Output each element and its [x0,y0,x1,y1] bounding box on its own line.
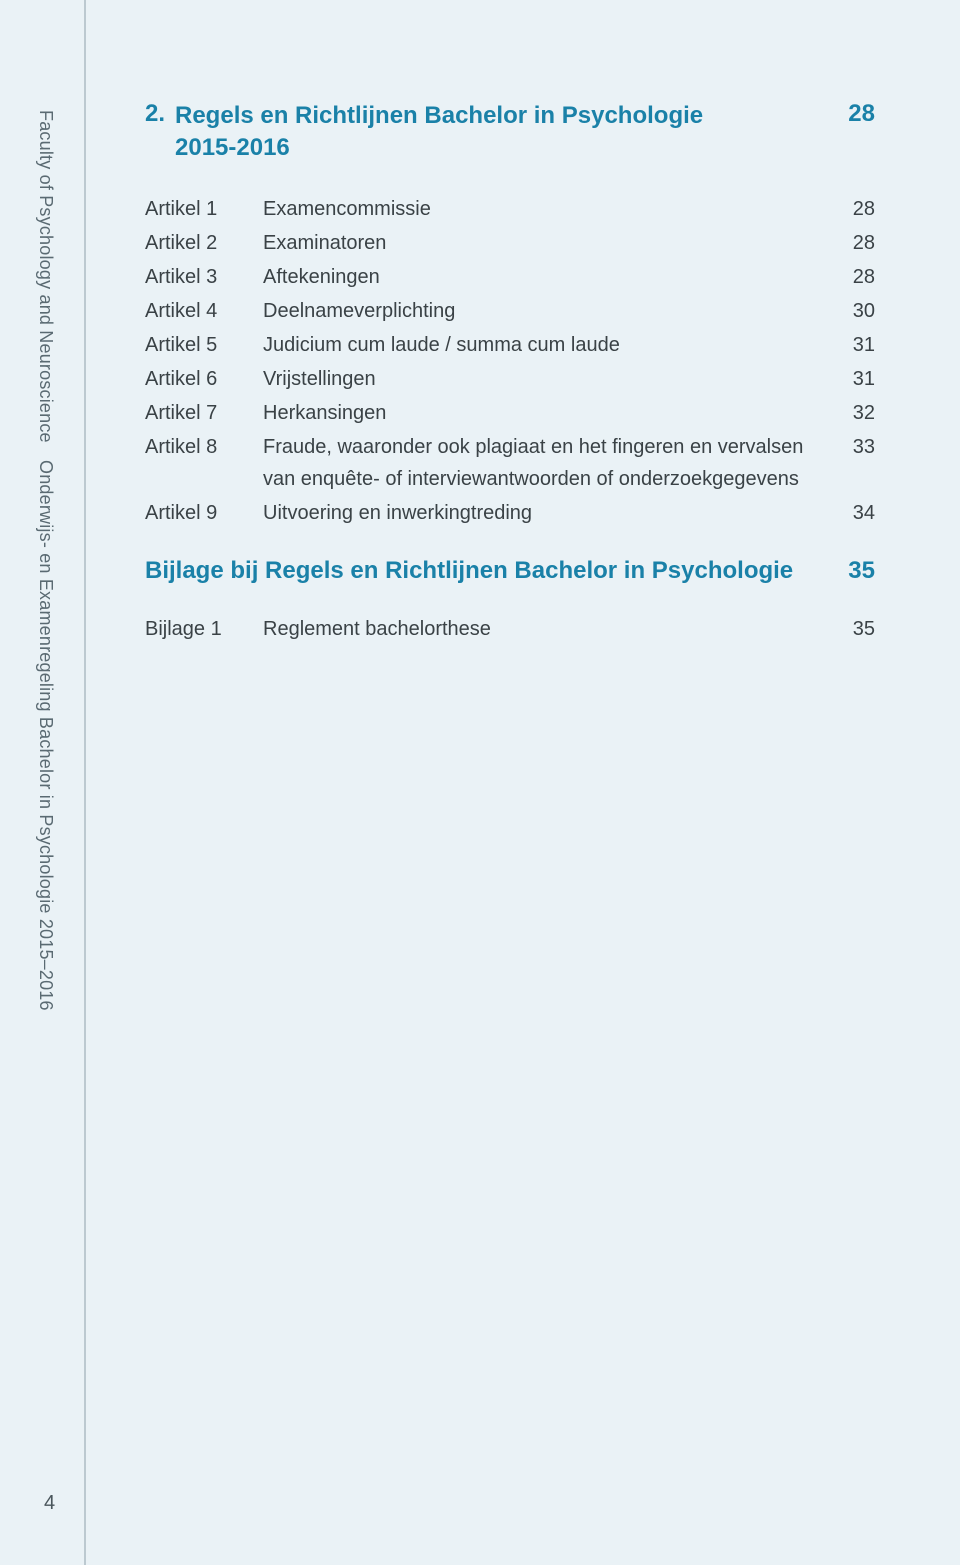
toc-label: Artikel 1 [145,193,263,225]
toc-label: Artikel 7 [145,397,263,429]
vertical-divider [84,0,86,1565]
toc-row: Artikel 9 Uitvoering en inwerkingtreding… [145,497,875,529]
toc-desc: Herkansingen [263,397,853,429]
toc-row: Artikel 7 Herkansingen 32 [145,397,875,429]
toc-row: Artikel 3 Aftekeningen 28 [145,261,875,293]
sidebar-text-part2: Onderwijs- en Examenregeling Bachelor in… [35,460,56,1011]
toc-content: 2. Regels en Richtlijnen Bachelor in Psy… [145,100,875,647]
appendix-title: Bijlage bij Regels en Richtlijnen Bachel… [145,557,828,585]
toc-page: 31 [853,363,875,395]
toc-row: Bijlage 1 Reglement bachelorthese 35 [145,613,875,645]
toc-page: 28 [853,227,875,259]
section-title-line2: 2015-2016 [175,134,290,161]
page-number: 4 [44,1492,55,1515]
toc-page: 33 [853,431,875,463]
toc-label: Bijlage 1 [145,613,263,645]
section-heading: 2. Regels en Richtlijnen Bachelor in Psy… [145,100,875,165]
toc-page: 28 [853,193,875,225]
toc-label: Artikel 3 [145,261,263,293]
appendix-page: 35 [848,557,875,585]
appendix-heading: Bijlage bij Regels en Richtlijnen Bachel… [145,557,875,585]
toc-row: Artikel 5 Judicium cum laude / summa cum… [145,329,875,361]
sidebar-text-part1: Faculty of Psychology and Neuroscience [36,110,56,443]
toc-row: Artikel 1 Examencommissie 28 [145,193,875,225]
toc-page: 28 [853,261,875,293]
toc-desc: Deelnameverplichting [263,295,853,327]
section-title-line1: Regels en Richtlijnen Bachelor in Psycho… [175,102,703,129]
toc-desc: Vrijstellingen [263,363,853,395]
section-page: 28 [848,100,875,128]
toc-label: Artikel 4 [145,295,263,327]
toc-desc: Aftekeningen [263,261,853,293]
toc-label: Artikel 6 [145,363,263,395]
toc-page: 31 [853,329,875,361]
toc-desc: Reglement bachelorthese [263,613,853,645]
sidebar-running-title: Faculty of Psychology and Neuroscience O… [35,110,56,1011]
toc-desc: Uitvoering en inwerkingtreding [263,497,853,529]
toc-desc: Fraude, waaronder ook plagiaat en het fi… [263,431,853,495]
toc-row: Artikel 6 Vrijstellingen 31 [145,363,875,395]
toc-row: Artikel 2 Examinatoren 28 [145,227,875,259]
toc-desc: Judicium cum laude / summa cum laude [263,329,853,361]
toc-page: 34 [853,497,875,529]
toc-page: 32 [853,397,875,429]
toc-label: Artikel 8 [145,431,263,463]
toc-desc: Examencommissie [263,193,853,225]
toc-row: Artikel 4 Deelnameverplichting 30 [145,295,875,327]
toc-page: 35 [853,613,875,645]
toc-label: Artikel 9 [145,497,263,529]
toc-label: Artikel 2 [145,227,263,259]
section-number: 2. [145,100,175,128]
toc-desc: Examinatoren [263,227,853,259]
toc-row: Artikel 8 Fraude, waaronder ook plagiaat… [145,431,875,495]
toc-label: Artikel 5 [145,329,263,361]
toc-page: 30 [853,295,875,327]
